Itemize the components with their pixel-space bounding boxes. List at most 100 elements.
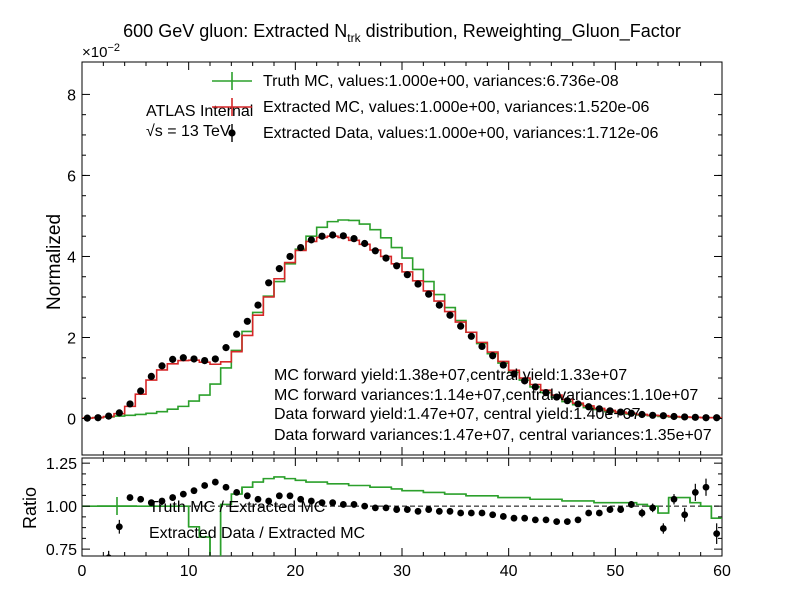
- ratio-data-point: [414, 507, 422, 515]
- ratio-data-point: [638, 509, 646, 517]
- yield-annotations: MC forward yield:1.38e+07,central yield:…: [274, 367, 712, 444]
- ratio-data-point: [265, 497, 273, 505]
- ratio-data-point: [510, 514, 518, 522]
- extracted-data-point: [627, 409, 635, 417]
- ratio-data-point: [137, 495, 145, 503]
- ratio-data-point: [457, 509, 465, 517]
- ratio-data-point: [243, 492, 251, 500]
- ratio-data-point: [350, 501, 358, 508]
- extracted-data-point: [499, 361, 507, 369]
- chart-title: 600 GeV gluon: Extracted Ntrk distributi…: [123, 21, 681, 45]
- main-y-tick-label: 0: [67, 412, 76, 429]
- ratio-data-point: [499, 513, 507, 520]
- ratio-data-point: [627, 501, 635, 508]
- ratio-y-tick-label: 1.25: [46, 456, 77, 473]
- ratio-data-point: [521, 514, 529, 522]
- ratio-data-point: [478, 509, 486, 517]
- ratio-legend: Truth MC / Extracted MC Extracted Data / …: [97, 497, 365, 542]
- ratio-y-label: Ratio: [20, 487, 40, 529]
- extracted-data-point: [563, 397, 571, 405]
- ratio-data-point: [574, 516, 582, 524]
- ratio-data-point: [606, 506, 614, 513]
- ratio-data-point: [702, 483, 710, 491]
- ratio-data-point: [553, 518, 561, 526]
- main-plot: 0 2 4 6 8 Normalized ×10−2 ATLAS Internal √s…: [44, 42, 723, 456]
- extracted-data-point: [361, 239, 369, 248]
- ratio-data-point: [233, 488, 241, 496]
- main-plot-content: [82, 219, 722, 422]
- ratio-series-group: [82, 476, 722, 556]
- ratio-data-point: [595, 509, 603, 517]
- ratio-data-point: [563, 518, 571, 526]
- yield-annotation: MC forward variances:1.14e+07,central va…: [274, 387, 698, 404]
- ratio-data-point: [275, 492, 283, 500]
- x-tick-label: 40: [500, 563, 518, 580]
- ratio-data-point: [713, 530, 721, 538]
- extracted-data-point: [393, 262, 401, 270]
- atlas-label: ATLAS Internal: [146, 103, 253, 120]
- extracted-data-point: [147, 372, 155, 380]
- extracted-data-point: [467, 332, 475, 340]
- extracted-data-point: [211, 355, 219, 363]
- ratio-legend-entry: Truth MC / Extracted MC: [149, 499, 325, 516]
- extracted-data-point: [691, 413, 699, 421]
- extracted-data-point: [713, 414, 721, 422]
- ratio-data-point: [126, 494, 134, 501]
- x-ticks: 0 10 20 30 40 50 60: [78, 458, 731, 580]
- extracted-data-point: [265, 279, 273, 287]
- extracted-data-point: [318, 232, 326, 240]
- extracted-data-point: [339, 232, 347, 240]
- extracted-data-point: [371, 247, 379, 255]
- extracted-data-point: [254, 301, 262, 309]
- ratio-data-point: [211, 478, 219, 486]
- main-y-ticks: 0 2 4 6 8: [67, 62, 723, 455]
- ratio-data-point: [425, 506, 433, 513]
- extracted-data-point: [681, 413, 689, 421]
- ratio-data-point: [659, 525, 667, 532]
- extracted-data-point: [307, 236, 315, 244]
- ratio-data-point: [329, 499, 337, 507]
- ratio-truth-series: [82, 476, 722, 556]
- extracted-data-point: [297, 243, 305, 252]
- extracted-data-point: [94, 414, 102, 422]
- extracted-data-point: [403, 271, 411, 279]
- ratio-data-point: [307, 497, 315, 505]
- main-y-tick-label: 6: [67, 168, 76, 185]
- extracted-data-point: [531, 383, 539, 391]
- ratio-data-point: [489, 511, 497, 519]
- extracted-data-point: [126, 400, 134, 408]
- ratio-data-point: [681, 511, 689, 519]
- legend-data-marker: [228, 129, 236, 137]
- extracted-data-point: [606, 407, 614, 415]
- legend-entry: Extracted Data, values:1.000e+00, varian…: [263, 125, 658, 142]
- main-legend: Truth MC, values:1.000e+00, variances:6.…: [212, 72, 658, 142]
- ratio-data-point: [649, 504, 657, 512]
- main-y-label: Normalized: [44, 214, 65, 310]
- scale-factor: ×10−2: [82, 42, 120, 61]
- extracted-data-point: [350, 235, 358, 243]
- ratio-legend-entry: Extracted Data / Extracted MC: [149, 525, 365, 542]
- extracted-data-point: [617, 408, 625, 416]
- ratio-data-point: [318, 499, 326, 507]
- extracted-data-point: [275, 265, 283, 273]
- extracted-data-point: [169, 355, 177, 363]
- extracted-data-point: [670, 412, 678, 421]
- ratio-y-tick-label: 0.75: [46, 542, 77, 559]
- ratio-data-point: [339, 501, 347, 508]
- legend-entry: Truth MC, values:1.000e+00, variances:6.…: [263, 73, 619, 90]
- extracted-data-point: [585, 403, 593, 411]
- ratio-plot-content: [82, 476, 722, 556]
- ratio-y-tick-label: 1.00: [46, 499, 77, 516]
- extracted-data-point: [457, 322, 465, 330]
- extracted-data-point: [553, 393, 561, 401]
- ratio-data-point: [361, 502, 369, 510]
- extracted-data-point: [414, 280, 422, 288]
- ratio-data-point: [617, 506, 625, 513]
- ratio-data-point: [222, 483, 230, 491]
- extracted-data-point: [542, 389, 550, 397]
- extracted-data-point: [510, 370, 518, 378]
- extracted-data-point: [382, 254, 390, 262]
- extracted-data-point: [659, 412, 667, 420]
- extracted-data-point: [435, 301, 443, 309]
